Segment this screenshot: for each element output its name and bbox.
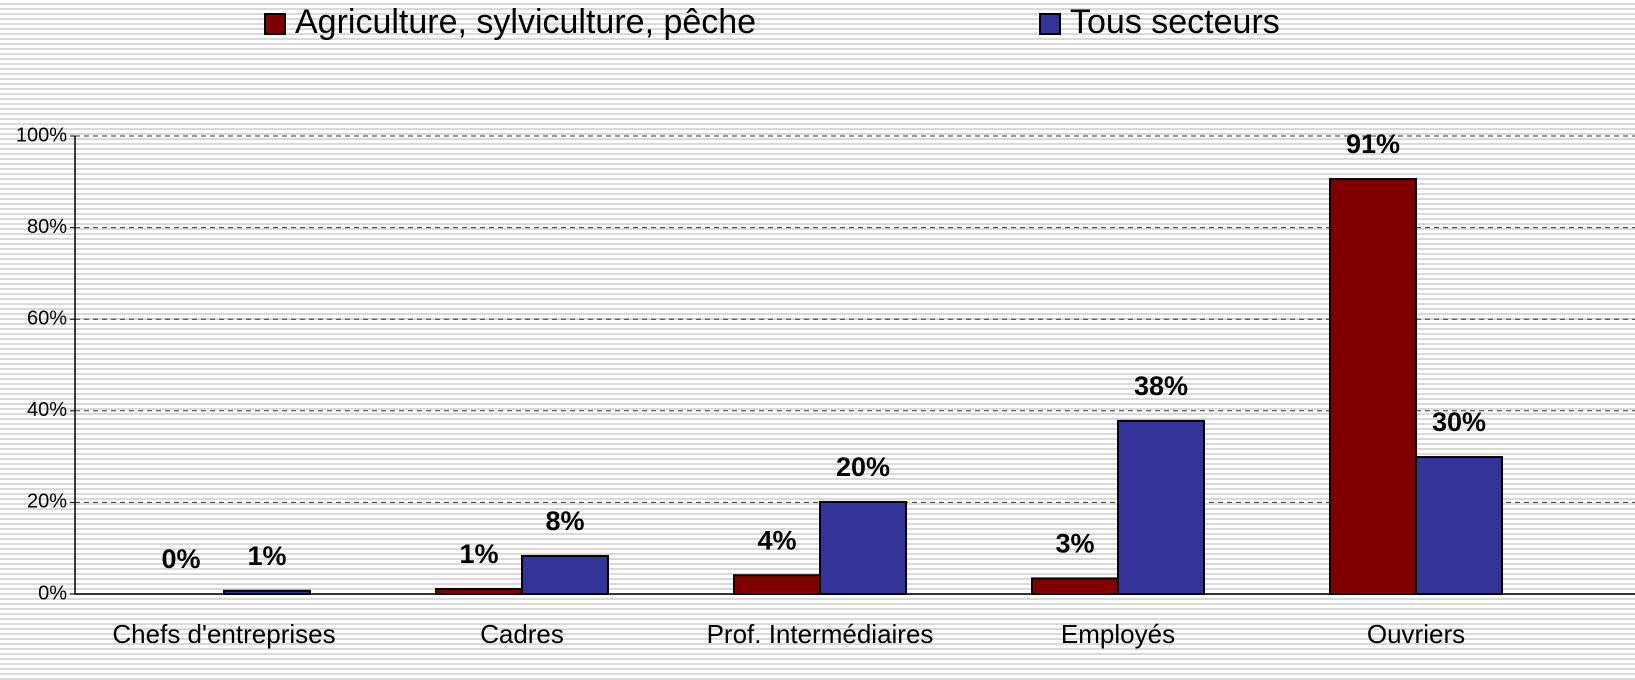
bar [733,574,821,595]
x-tick-label: Cadres [480,619,564,649]
bar [1415,456,1503,596]
y-tick-label: 20% [27,491,67,513]
bar [435,587,523,595]
x-tick-label: Employés [1061,619,1175,649]
bar [819,500,907,595]
bar [1329,178,1417,595]
legend-swatch [264,13,286,35]
legend-label: Tous secteurs [1070,3,1280,41]
data-label: 0% [161,544,200,574]
data-label: 1% [459,539,498,569]
data-label: 20% [836,452,890,482]
bar [223,589,311,596]
y-tick-label: 40% [27,399,67,421]
bar [1117,419,1205,595]
y-tick-label: 80% [27,216,67,238]
data-label: 3% [1055,529,1094,559]
y-tick-label: 60% [27,307,67,329]
y-tick-label: 0% [38,582,67,604]
data-label: 1% [247,541,286,571]
data-label: 30% [1432,407,1486,437]
bar [1031,577,1119,595]
y-tick-label: 100% [16,124,67,146]
x-tick-label: Chefs d'entreprises [112,619,335,649]
data-label: 38% [1134,371,1188,401]
data-label: 4% [757,525,796,555]
bar [521,554,609,596]
legend-swatch [1039,13,1061,35]
legend-label: Agriculture, sylviculture, pêche [295,3,756,41]
data-label: 8% [545,506,584,536]
x-tick-label: Prof. Intermédiaires [707,619,934,649]
data-label: 91% [1346,129,1400,159]
x-tick-label: Ouvriers [1367,619,1465,649]
